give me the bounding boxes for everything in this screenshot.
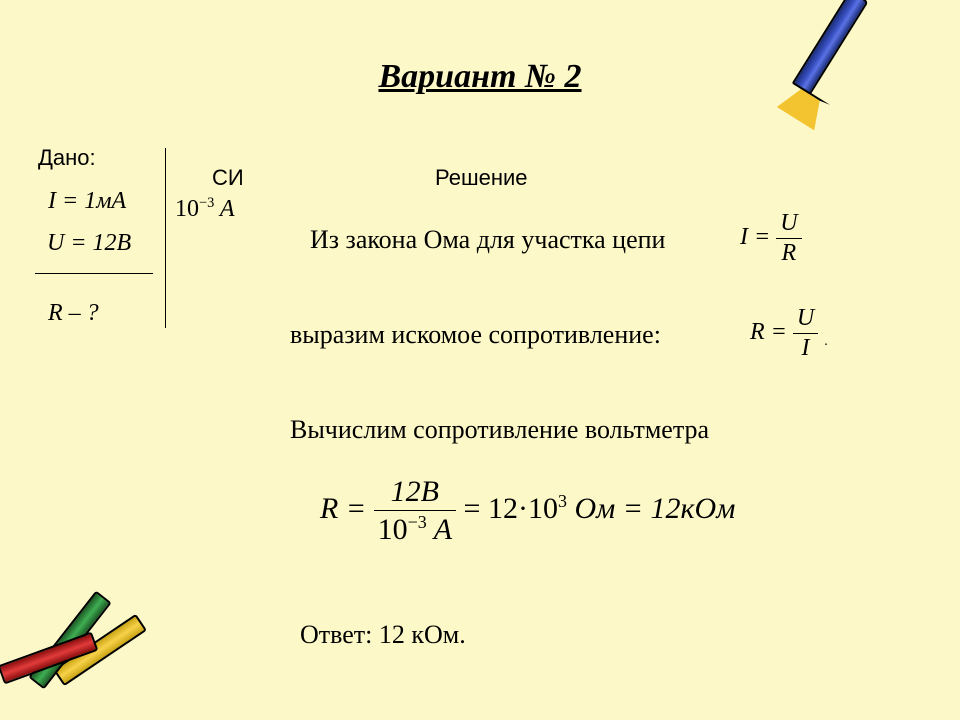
text-ohms-law: Из закона Ома для участка цепи [310, 225, 665, 255]
si-label: СИ [212, 165, 244, 191]
si-unit: A [220, 196, 235, 222]
eq1-lhs: I = [740, 224, 770, 250]
given-label: Дано: [38, 145, 96, 171]
si-base: 10 [175, 196, 199, 222]
eq2-lhs: R = [750, 319, 787, 345]
calc-mid-exp: 3 [558, 491, 567, 511]
calc-mid: = 12·10 [464, 492, 558, 525]
calc-mid-unit: Ом = 12кОм [574, 492, 735, 525]
eq-I-UR: I = U R [740, 210, 802, 267]
si-exp: −3 [199, 195, 214, 211]
calc-den-base: 10 [378, 513, 408, 546]
calc-fraction: 12В 10−3 A [374, 475, 456, 547]
eq-calculation: R = 12В 10−3 A = 12·103 Ом = 12кОм [320, 475, 735, 547]
given-find: R – ? [48, 300, 99, 327]
calc-den-unit: A [434, 513, 452, 546]
answer-line: Ответ: 12 кОм. [300, 620, 466, 650]
calc-num: 12В [374, 475, 456, 510]
given-vertical-rule [165, 148, 166, 328]
eq-R-UI: R = U I . [750, 305, 828, 362]
text-compute-R: Вычислим сопротивление вольтметра [290, 415, 709, 445]
calc-lhs: R = [320, 492, 366, 525]
given-horizontal-rule [35, 273, 153, 274]
eq2-period: . [824, 334, 828, 349]
calc-den-exp: −3 [408, 512, 427, 532]
eq1-num: U [776, 210, 801, 238]
si-value: 10−3 A [175, 195, 235, 223]
eq2-den: I [793, 333, 818, 362]
given-current: I = 1мА [48, 188, 126, 215]
eq2-num: U [793, 305, 818, 333]
given-voltage: U = 12В [47, 230, 131, 257]
eq1-den: R [776, 238, 801, 267]
solution-label: Решение [435, 165, 528, 191]
eq2-fraction: U I [793, 305, 818, 362]
calc-den: 10−3 A [374, 510, 456, 547]
eq1-fraction: U R [776, 210, 801, 267]
text-express-R: выразим искомое сопротивление: [290, 320, 661, 350]
